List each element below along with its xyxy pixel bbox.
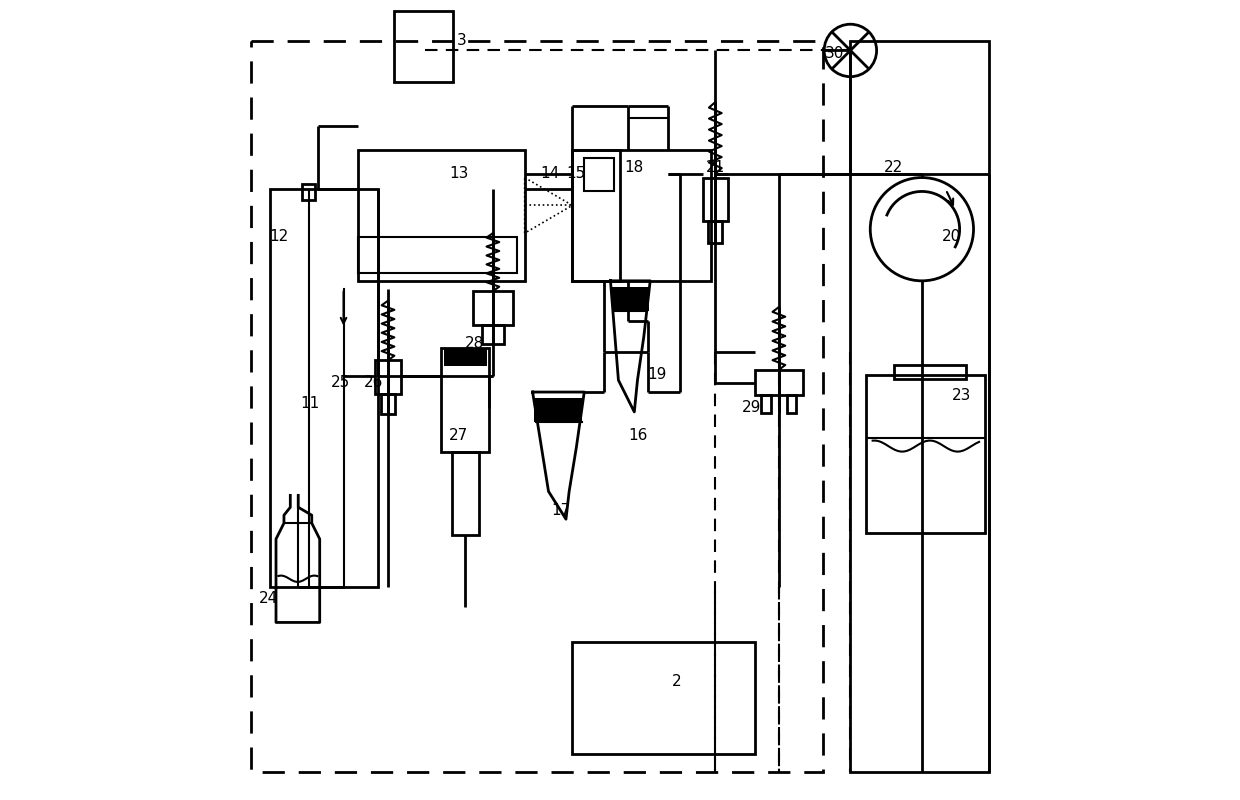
- Bar: [358, 237, 517, 273]
- Bar: [894, 365, 966, 379]
- Bar: [867, 374, 986, 534]
- Bar: [573, 642, 755, 754]
- Text: 24: 24: [259, 590, 279, 606]
- Text: 29: 29: [742, 400, 761, 415]
- Text: 25: 25: [331, 374, 350, 390]
- Text: 20: 20: [941, 229, 961, 244]
- Bar: [703, 178, 728, 222]
- Text: 26: 26: [365, 374, 383, 390]
- Bar: [761, 395, 771, 413]
- Text: 21: 21: [706, 160, 725, 175]
- Bar: [303, 184, 315, 200]
- Bar: [534, 398, 582, 422]
- Bar: [573, 150, 620, 281]
- Bar: [250, 41, 822, 772]
- Bar: [441, 348, 489, 452]
- Text: 16: 16: [627, 428, 647, 443]
- Text: 17: 17: [551, 503, 570, 518]
- Bar: [451, 452, 479, 535]
- Bar: [444, 348, 486, 366]
- Bar: [358, 150, 525, 281]
- Bar: [755, 370, 802, 395]
- Bar: [708, 222, 723, 243]
- Text: 11: 11: [300, 396, 320, 411]
- Text: 27: 27: [449, 428, 469, 443]
- Bar: [270, 190, 378, 586]
- Text: 23: 23: [952, 388, 971, 403]
- Bar: [393, 10, 453, 82]
- Text: 15: 15: [565, 166, 585, 181]
- Bar: [482, 325, 503, 344]
- Bar: [376, 360, 401, 394]
- Text: 19: 19: [647, 366, 667, 382]
- Text: 14: 14: [541, 166, 559, 181]
- Bar: [573, 150, 712, 281]
- Bar: [787, 395, 796, 413]
- Text: 18: 18: [624, 160, 644, 175]
- Text: 12: 12: [269, 229, 288, 244]
- Bar: [851, 41, 990, 772]
- Bar: [584, 158, 615, 191]
- Bar: [381, 394, 396, 414]
- Text: 2: 2: [672, 674, 681, 689]
- Text: 30: 30: [825, 46, 844, 62]
- Bar: [472, 291, 513, 325]
- Text: 28: 28: [465, 337, 485, 351]
- Text: 22: 22: [884, 160, 903, 175]
- Text: 13: 13: [449, 166, 469, 181]
- Text: 3: 3: [458, 33, 467, 48]
- Bar: [613, 287, 649, 311]
